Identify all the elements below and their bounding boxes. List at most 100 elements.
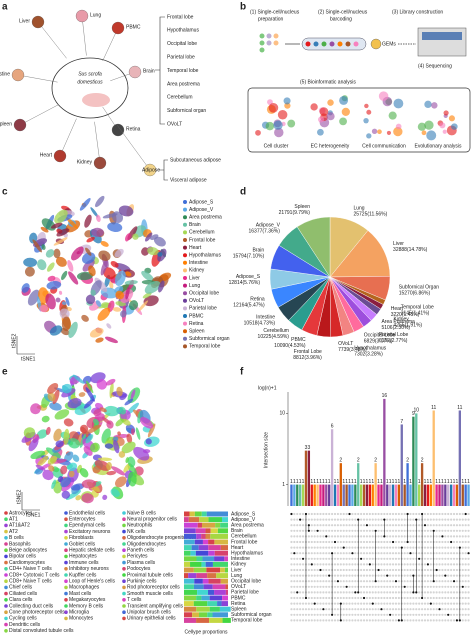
matrix-dot: [438, 585, 441, 588]
cell-cluster: [55, 440, 64, 448]
matrix-dot: [452, 535, 456, 538]
matrix-dot: [319, 602, 322, 605]
cell-cluster: [96, 379, 108, 390]
legend-label: Retina: [189, 321, 204, 327]
matrix-dot: [418, 524, 421, 527]
matrix-dot: [325, 546, 328, 549]
legend-swatch: [122, 536, 126, 540]
matrix-dot: [397, 535, 400, 538]
matrix-dot: [319, 608, 322, 611]
cell-cluster: [106, 470, 117, 476]
matrix-dot: [362, 608, 366, 611]
matrix-dot: [435, 585, 438, 588]
matrix-dot: [319, 568, 322, 572]
matrix-dot: [403, 546, 406, 549]
pig-icon: [82, 93, 110, 107]
bar-value-label: 1: [290, 479, 293, 485]
matrix-dot: [391, 602, 395, 605]
matrix-dot: [377, 535, 380, 538]
matrix-dot: [325, 613, 328, 616]
matrix-dot: [307, 540, 310, 544]
matrix-dot: [325, 574, 328, 577]
cell-cluster: [59, 308, 70, 319]
proportion-segment: [219, 606, 231, 612]
matrix-dot: [299, 619, 302, 622]
matrix-dot: [365, 540, 369, 544]
cell-cluster: [68, 321, 78, 338]
matrix-dot: [330, 619, 334, 622]
cell-cluster: [64, 451, 74, 463]
matrix-dot: [322, 563, 325, 566]
proportion-segment: [222, 595, 228, 601]
matrix-dot: [394, 512, 398, 516]
matrix-dot: [333, 574, 337, 577]
matrix-dot: [461, 546, 464, 549]
step-label: (3) Library construction: [392, 9, 443, 15]
bar-value-label: 1: [296, 479, 299, 485]
cell-cluster: [144, 281, 161, 294]
matrix-dot: [426, 585, 430, 588]
matrix-dot: [310, 535, 313, 538]
cell-cluster: [46, 262, 55, 272]
legend-label: Hepatocytes: [69, 554, 97, 560]
matrix-dot: [342, 540, 345, 544]
matrix-dot: [450, 619, 453, 622]
matrix-dot: [316, 580, 319, 583]
proportion-segment: [191, 545, 199, 551]
matrix-dot: [328, 585, 331, 588]
matrix-dot: [371, 591, 374, 594]
analysis-label: Cell cluster: [264, 143, 289, 149]
matrix-dot: [293, 619, 296, 622]
cell-cluster: [76, 271, 94, 281]
matrix-dot: [371, 563, 374, 566]
bar: [365, 484, 369, 506]
proportion-segment: [184, 612, 193, 618]
matrix-dot: [409, 580, 412, 583]
bar-value-label: 10: [414, 408, 420, 414]
matrix-dot: [450, 552, 453, 555]
bar-value-label: 1: [377, 479, 380, 485]
matrix-dot: [435, 574, 438, 577]
matrix-dot: [464, 602, 467, 605]
matrix-dot: [322, 512, 325, 516]
matrix-dot: [435, 580, 438, 583]
matrix-dot: [455, 546, 459, 549]
matrix-dot: [397, 552, 400, 555]
cell-cluster: [81, 314, 89, 322]
cell-cluster: [112, 307, 122, 312]
cell-cluster: [81, 493, 94, 504]
matrix-dot: [397, 619, 400, 622]
matrix-dot: [310, 563, 313, 566]
analysis-icon: [386, 130, 391, 135]
cell-cluster: [104, 443, 114, 449]
matrix-dot: [365, 552, 369, 555]
matrix-dot: [348, 574, 351, 577]
matrix-dot: [316, 546, 319, 549]
matrix-dot: [409, 518, 412, 521]
matrix-dot: [400, 540, 403, 544]
matrix-dot: [389, 540, 392, 544]
cell-cluster: [93, 418, 100, 426]
matrix-dot: [304, 613, 308, 616]
bar: [452, 484, 456, 506]
matrix-dot: [333, 552, 337, 555]
matrix-dot: [455, 608, 459, 611]
matrix-dot: [426, 529, 430, 532]
matrix-dot: [299, 596, 302, 600]
cell-cluster: [103, 405, 120, 417]
legend-swatch: [4, 629, 8, 633]
legend-swatch: [122, 598, 126, 602]
matrix-dot: [429, 596, 432, 600]
legend-swatch: [4, 610, 8, 614]
matrix-dot: [432, 518, 435, 521]
matrix-dot: [296, 524, 299, 527]
matrix-dot: [319, 524, 322, 527]
matrix-dot: [345, 552, 348, 555]
organ-icon: [128, 65, 142, 79]
matrix-dot: [435, 552, 438, 555]
matrix-dot: [441, 591, 444, 594]
legend-swatch: [122, 616, 126, 621]
matrix-dot: [357, 602, 360, 605]
bar: [458, 410, 461, 506]
legend-label: Memory B cells: [69, 603, 104, 609]
